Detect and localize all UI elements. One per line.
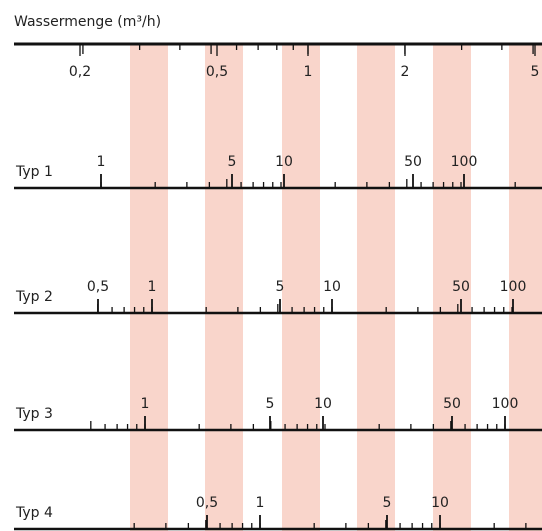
band <box>357 44 395 531</box>
row-label: 0,5 <box>196 495 218 511</box>
top-axis-label: 1 <box>304 64 313 80</box>
top-axis-label: 0,2 <box>69 64 91 80</box>
row-label: 10 <box>314 396 332 412</box>
bands <box>130 44 542 531</box>
band <box>130 44 168 531</box>
band <box>205 44 243 531</box>
title: Wassermenge (m³/h) <box>14 14 161 30</box>
row-label: 1 <box>256 495 265 511</box>
row-label: 5 <box>266 396 275 412</box>
row-name: Typ 2 <box>15 289 53 305</box>
row-label: 10 <box>323 279 341 295</box>
band <box>509 44 542 531</box>
row-label: 100 <box>500 279 527 295</box>
row-label: 1 <box>141 396 150 412</box>
row-name: Typ 1 <box>15 164 53 180</box>
row-label: 100 <box>492 396 519 412</box>
row-label: 5 <box>276 279 285 295</box>
row-label: 1 <box>148 279 157 295</box>
top-axis-label: 0,5 <box>206 64 228 80</box>
row-label: 5 <box>383 495 392 511</box>
row-label: 50 <box>404 154 422 170</box>
row-label: 5 <box>228 154 237 170</box>
row-label: 10 <box>431 495 449 511</box>
row-label: 10 <box>275 154 293 170</box>
band <box>433 44 471 531</box>
top-axis-label: 5 <box>531 64 540 80</box>
top-axis-label: 2 <box>401 64 410 80</box>
row-label: 50 <box>443 396 461 412</box>
row-label: 1 <box>97 154 106 170</box>
row-label: 50 <box>452 279 470 295</box>
row-label: 0,5 <box>87 279 109 295</box>
row-name: Typ 4 <box>15 505 53 521</box>
row-label: 100 <box>451 154 478 170</box>
row-name: Typ 3 <box>15 406 53 422</box>
band <box>282 44 320 531</box>
